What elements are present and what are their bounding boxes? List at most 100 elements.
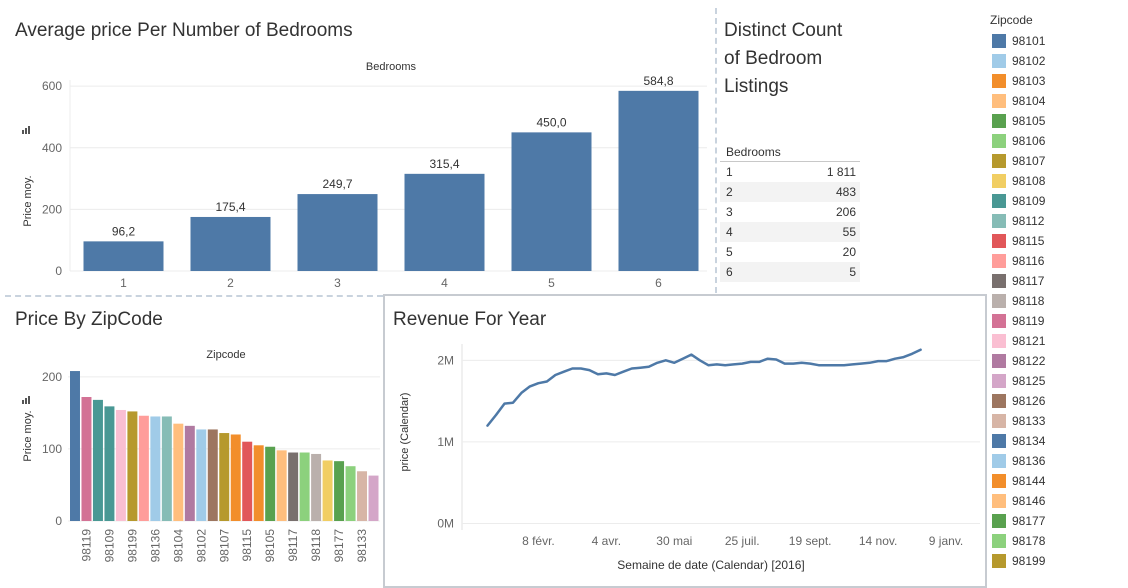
legend-label: 98122 bbox=[1012, 354, 1046, 368]
legend-label: 98125 bbox=[1012, 374, 1046, 388]
bar[interactable] bbox=[70, 371, 80, 521]
legend-label: 98106 bbox=[1012, 134, 1046, 148]
legend-swatch bbox=[992, 554, 1006, 568]
bar[interactable] bbox=[207, 429, 218, 521]
bar[interactable] bbox=[288, 452, 299, 521]
legend-item[interactable]: 98106 bbox=[992, 131, 1122, 151]
bar[interactable] bbox=[368, 475, 379, 521]
legend-item[interactable]: 98136 bbox=[992, 451, 1122, 471]
legend-swatch bbox=[992, 214, 1006, 228]
bar[interactable] bbox=[253, 445, 264, 521]
legend-item[interactable]: 98109 bbox=[992, 191, 1122, 211]
legend-item[interactable]: 98118 bbox=[992, 291, 1122, 311]
bar[interactable] bbox=[161, 416, 172, 521]
sort-icon[interactable] bbox=[22, 396, 30, 404]
table-cell-count: 5 bbox=[849, 265, 856, 279]
legend-label: 98103 bbox=[1012, 74, 1046, 88]
legend-swatch bbox=[992, 534, 1006, 548]
bar[interactable] bbox=[127, 411, 138, 521]
legend-label: 98144 bbox=[1012, 474, 1046, 488]
x-tick-label: 2 bbox=[227, 276, 234, 290]
legend-item[interactable]: 98102 bbox=[992, 51, 1122, 71]
x-tick-label: 25 juil. bbox=[725, 534, 760, 548]
legend-item[interactable]: 98126 bbox=[992, 391, 1122, 411]
bar[interactable] bbox=[299, 452, 310, 521]
legend-item[interactable]: 98112 bbox=[992, 211, 1122, 231]
legend-item[interactable]: 98117 bbox=[992, 271, 1122, 291]
legend-item[interactable]: 98122 bbox=[992, 351, 1122, 371]
zipcode-legend[interactable]: 98101 98102 98103 98104 98105 98106 98107 98108… bbox=[992, 31, 1122, 571]
legend-label: 98108 bbox=[1012, 174, 1046, 188]
x-tick-label: 98115 bbox=[240, 529, 254, 562]
y-tick-label: 0 bbox=[55, 514, 62, 528]
legend-item[interactable]: 98178 bbox=[992, 531, 1122, 551]
legend-label: 98178 bbox=[1012, 534, 1046, 548]
legend-item[interactable]: 98133 bbox=[992, 411, 1122, 431]
x-tick-label: 3 bbox=[334, 276, 341, 290]
legend-item[interactable]: 98107 bbox=[992, 151, 1122, 171]
legend-swatch bbox=[992, 294, 1006, 308]
legend-item[interactable]: 98121 bbox=[992, 331, 1122, 351]
table-cell-bedrooms: 2 bbox=[726, 185, 733, 199]
legend-item[interactable]: 98125 bbox=[992, 371, 1122, 391]
bar[interactable] bbox=[92, 399, 103, 521]
bar[interactable] bbox=[115, 409, 126, 521]
table-header: Bedrooms bbox=[720, 143, 860, 162]
bar[interactable] bbox=[345, 466, 356, 521]
legend-item[interactable]: 98105 bbox=[992, 111, 1122, 131]
legend-item[interactable]: 98134 bbox=[992, 431, 1122, 451]
legend-label: 98134 bbox=[1012, 434, 1046, 448]
revenue-series-line[interactable] bbox=[486, 348, 922, 427]
table-row: 1 1 811 bbox=[720, 162, 860, 182]
legend-swatch bbox=[992, 454, 1006, 468]
bar[interactable] bbox=[242, 441, 253, 521]
bar[interactable] bbox=[196, 429, 207, 521]
legend-item[interactable]: 98116 bbox=[992, 251, 1122, 271]
x-tick-label: 98118 bbox=[309, 529, 323, 562]
legend-item[interactable]: 98104 bbox=[992, 91, 1122, 111]
bar[interactable] bbox=[190, 216, 271, 271]
zip-chart-title: Price By ZipCode bbox=[15, 309, 163, 330]
bar[interactable] bbox=[276, 450, 287, 521]
bar[interactable] bbox=[357, 471, 368, 521]
bar[interactable] bbox=[334, 461, 345, 521]
bar[interactable] bbox=[618, 90, 699, 271]
legend-item[interactable]: 98103 bbox=[992, 71, 1122, 91]
bar[interactable] bbox=[150, 416, 161, 521]
bar[interactable] bbox=[322, 460, 333, 521]
legend-item[interactable]: 98144 bbox=[992, 471, 1122, 491]
legend-item[interactable]: 98199 bbox=[992, 551, 1122, 571]
bar[interactable] bbox=[265, 446, 276, 521]
bar[interactable] bbox=[404, 173, 485, 271]
legend-item[interactable]: 98119 bbox=[992, 311, 1122, 331]
bar[interactable] bbox=[311, 453, 322, 521]
bar[interactable] bbox=[219, 433, 230, 521]
bar[interactable] bbox=[83, 241, 164, 271]
bar[interactable] bbox=[138, 415, 149, 521]
legend-item[interactable]: 98177 bbox=[992, 511, 1122, 531]
sort-icon[interactable] bbox=[22, 126, 30, 134]
legend-item[interactable]: 98108 bbox=[992, 171, 1122, 191]
legend-item[interactable]: 98115 bbox=[992, 231, 1122, 251]
bar[interactable] bbox=[184, 425, 195, 521]
y-tick-label: 0M bbox=[437, 516, 454, 530]
bar[interactable] bbox=[81, 397, 92, 521]
legend-item[interactable]: 98146 bbox=[992, 491, 1122, 511]
table-cell-count: 483 bbox=[835, 185, 856, 199]
bar[interactable] bbox=[104, 406, 115, 521]
bar[interactable] bbox=[297, 194, 378, 271]
legend-item[interactable]: 98101 bbox=[992, 31, 1122, 51]
x-tick-label: 98104 bbox=[171, 529, 185, 563]
bar[interactable] bbox=[173, 423, 184, 521]
x-tick-label: 5 bbox=[548, 276, 555, 290]
table-cell-bedrooms: 6 bbox=[726, 265, 733, 279]
bar[interactable] bbox=[230, 434, 241, 521]
bar[interactable] bbox=[511, 132, 592, 271]
bedrooms-chart-title: Average price Per Number of Bedrooms bbox=[15, 20, 353, 41]
x-tick-label: 98133 bbox=[355, 529, 369, 563]
x-tick-label: 4 bbox=[441, 276, 448, 290]
x-tick-label: 1 bbox=[120, 276, 127, 290]
